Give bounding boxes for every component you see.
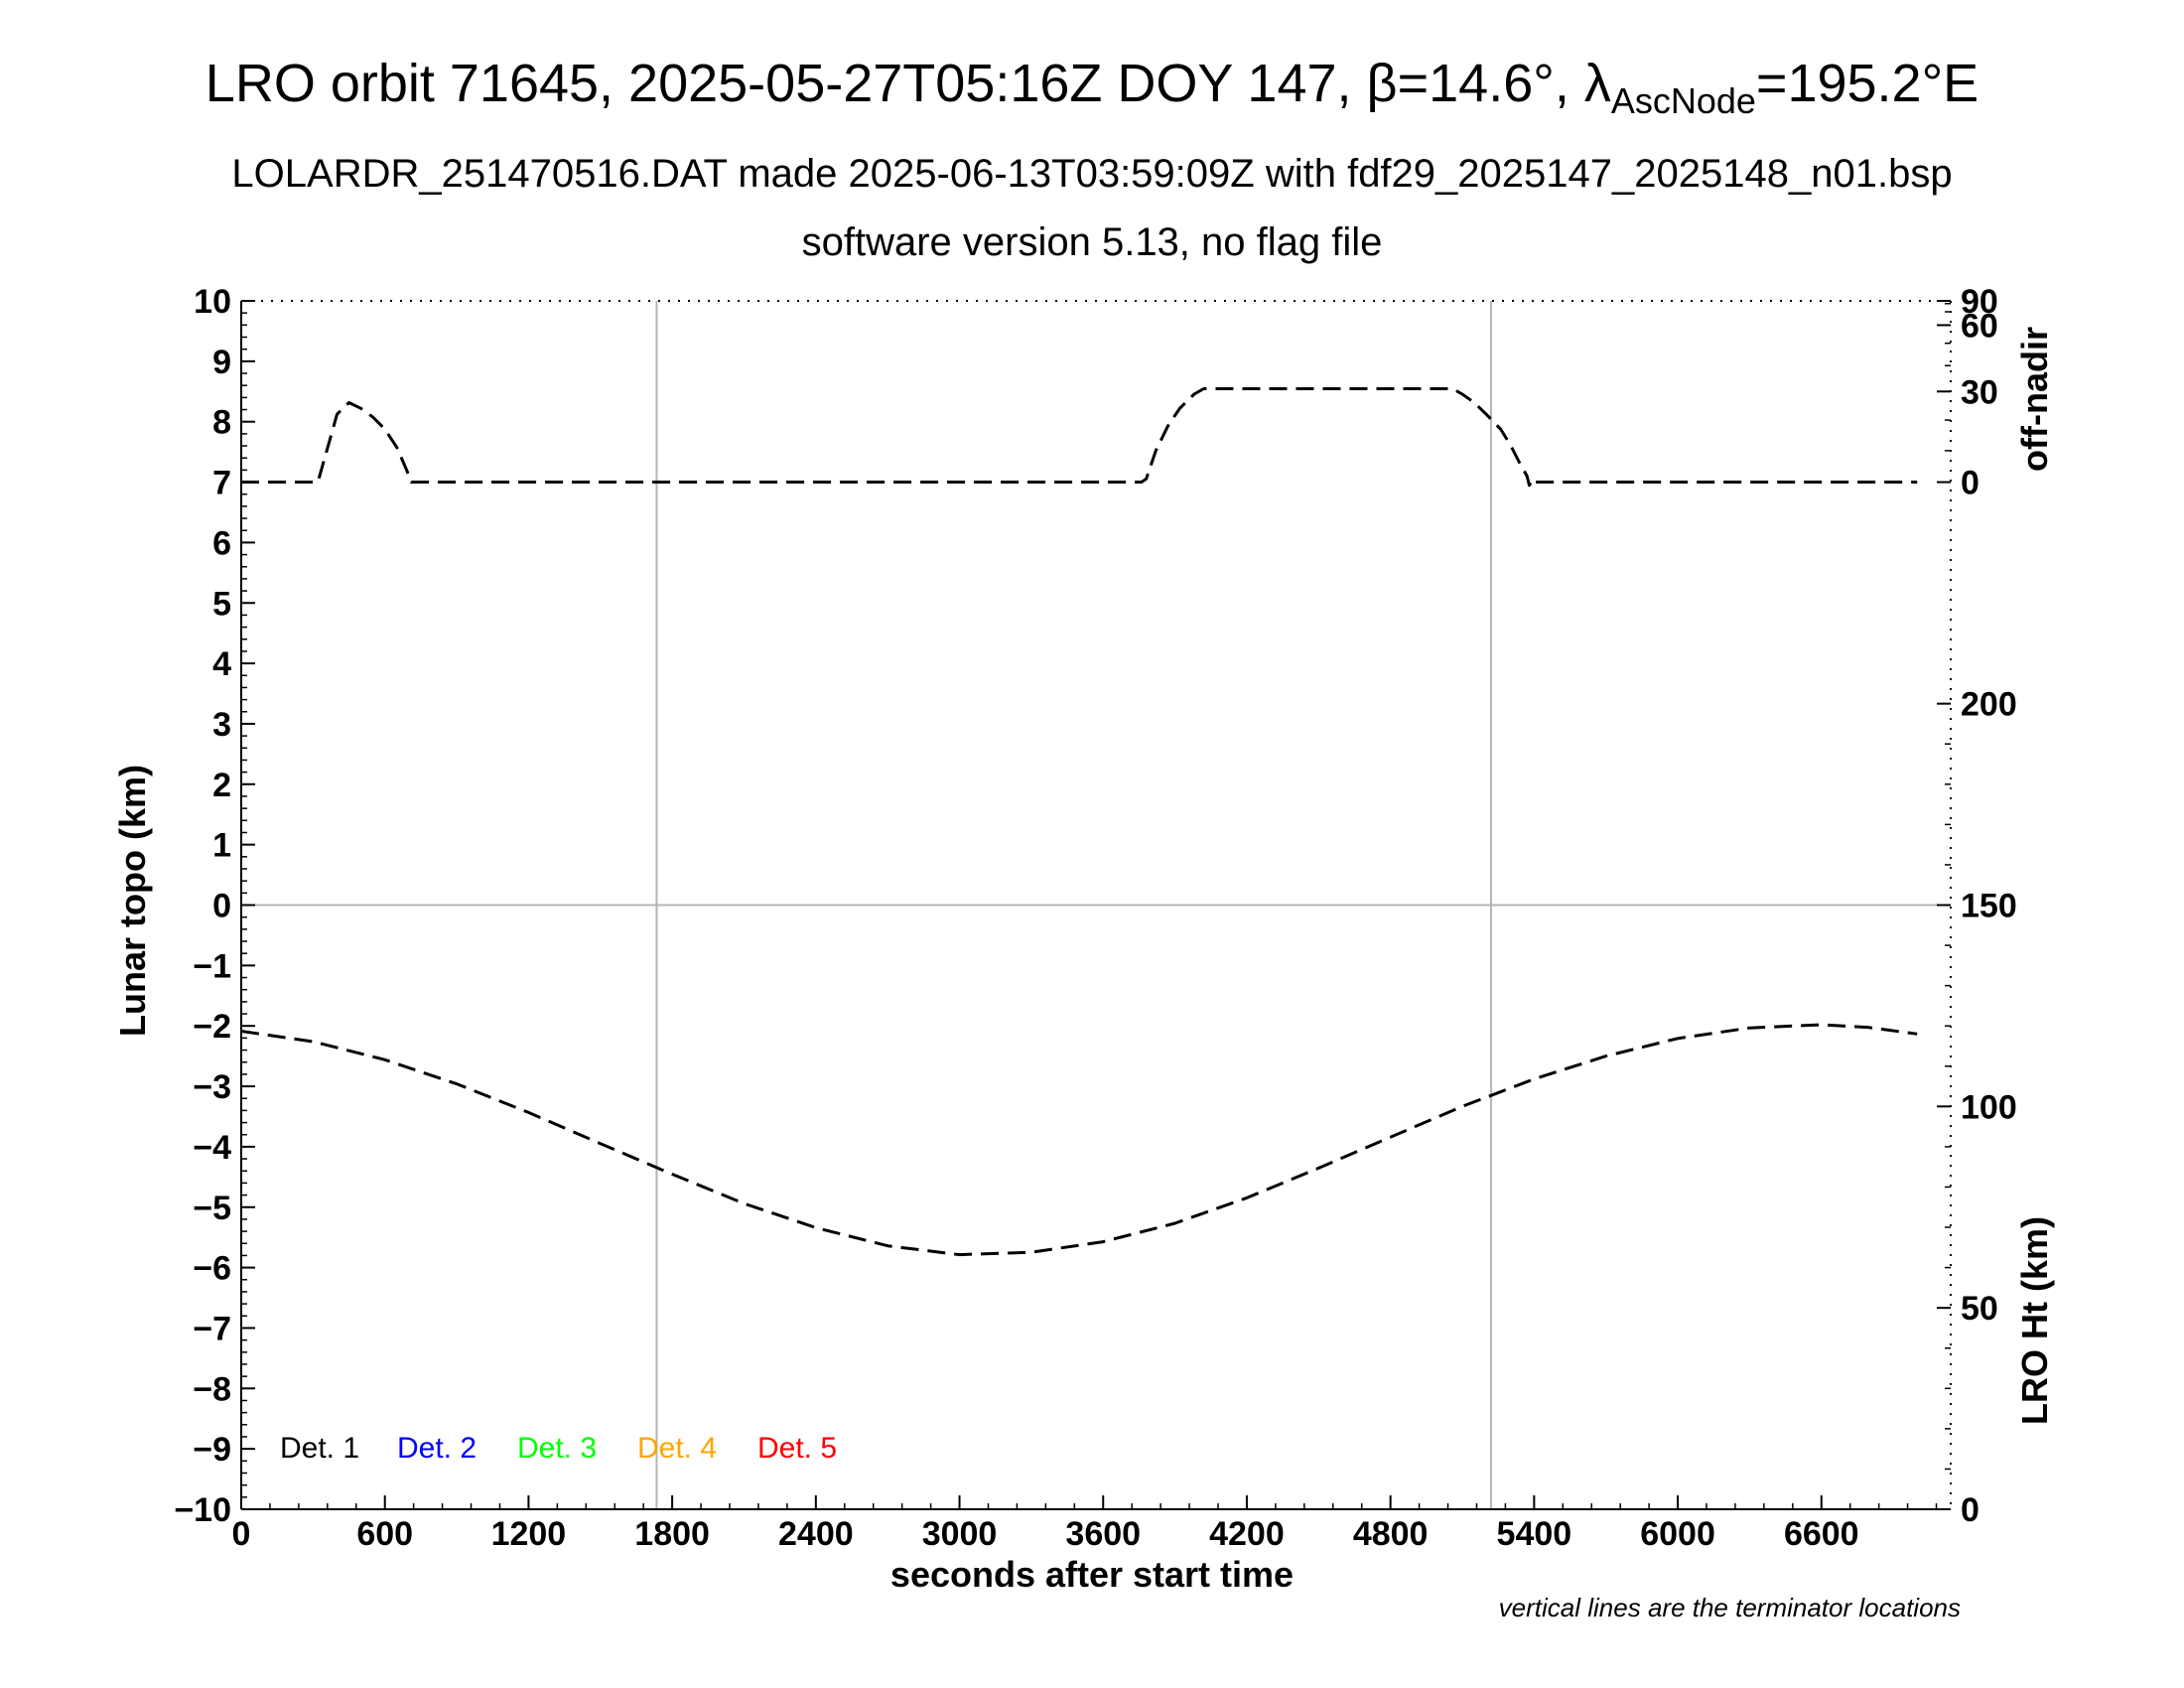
y-left-tick-label: −10 [174, 1491, 231, 1529]
x-tick-label: 1200 [491, 1515, 567, 1553]
series-lro-ht [240, 1023, 1918, 1257]
terminator-note: vertical lines are the terminator locati… [1499, 1593, 1961, 1622]
legend-det-4: Det. 4 [637, 1432, 717, 1465]
y-right-top-tick-label: 90 [1961, 283, 1998, 321]
legend-det-2: Det. 2 [397, 1432, 477, 1465]
x-tick-label: 0 [232, 1515, 251, 1553]
chart-title: LRO orbit 71645, 2025-05-27T05:16Z DOY 1… [205, 54, 1979, 121]
x-tick-label: 1800 [634, 1515, 710, 1553]
y-left-tick-label: 10 [194, 283, 231, 321]
y-right-bottom-tick-label: 50 [1961, 1290, 1998, 1328]
y-axis-right-top-label: off-nadir [2014, 327, 2055, 472]
legend-det-1: Det. 1 [280, 1432, 359, 1465]
y-left-tick-label: −6 [193, 1250, 231, 1288]
y-left-tick-label: 5 [212, 585, 231, 623]
x-axis-label: seconds after start time [890, 1554, 1294, 1595]
legend-det-3: Det. 3 [517, 1432, 597, 1465]
x-tick-label: 3600 [1065, 1515, 1141, 1553]
y-left-tick-label: −5 [193, 1190, 231, 1227]
grid-layer [241, 301, 1951, 1509]
y-right-bottom-tick-label: 150 [1961, 888, 2017, 925]
y-axis-left-label: Lunar topo (km) [112, 765, 153, 1037]
y-left-tick-label: 7 [212, 465, 231, 502]
chart-subtitle-1: LOLARDR_251470516.DAT made 2025-06-13T03… [231, 152, 1952, 196]
y-right-top-tick-label: 0 [1961, 465, 1979, 502]
y-left-tick-label: 1 [212, 827, 231, 865]
y-left-tick-label: 9 [212, 344, 231, 381]
x-tick-label: 2400 [778, 1515, 854, 1553]
y-left-tick-label: 3 [212, 706, 231, 744]
y-right-bottom-tick-label: 0 [1961, 1491, 1979, 1529]
x-tick-label: 4200 [1209, 1515, 1285, 1553]
x-tick-label: 600 [356, 1515, 413, 1553]
series-off-nadir [241, 387, 1918, 488]
legend: Det. 1 Det. 2 Det. 3 Det. 4 Det. 5 [280, 1432, 837, 1465]
y-left-tick-label: 0 [212, 888, 231, 925]
y-left-tick-label: 2 [212, 767, 231, 804]
y-left-tick-label: −8 [193, 1370, 231, 1408]
y-left-tick-label: 6 [212, 524, 231, 562]
legend-det-5: Det. 5 [757, 1432, 837, 1465]
y-left-tick-label: −1 [193, 947, 231, 985]
series-layer [240, 387, 1918, 1257]
y-right-top-tick-label: 30 [1961, 373, 1998, 411]
x-tick-label: 4800 [1353, 1515, 1429, 1553]
y-left-tick-label: −2 [193, 1008, 231, 1046]
y-left-tick-label: −9 [193, 1431, 231, 1469]
chart-subtitle-2: software version 5.13, no flag file [802, 220, 1383, 264]
x-tick-label: 6600 [1784, 1515, 1859, 1553]
x-tick-label: 6000 [1640, 1515, 1715, 1553]
y-right-top-tick-label: 60 [1961, 307, 1998, 345]
x-tick-label: 5400 [1497, 1515, 1572, 1553]
y-left-tick-label: 8 [212, 404, 231, 442]
y-right-bottom-tick-label: 200 [1961, 686, 2017, 724]
y-left-tick-label: 4 [212, 645, 231, 683]
y-right-bottom-tick-label: 100 [1961, 1088, 2017, 1126]
y-left-tick-label: −3 [193, 1068, 231, 1106]
y-axis-right-bottom-label: LRO Ht (km) [2014, 1216, 2055, 1425]
y-left-tick-label: −4 [193, 1129, 231, 1167]
y-left-tick-label: −7 [193, 1310, 231, 1347]
x-tick-label: 3000 [922, 1515, 998, 1553]
